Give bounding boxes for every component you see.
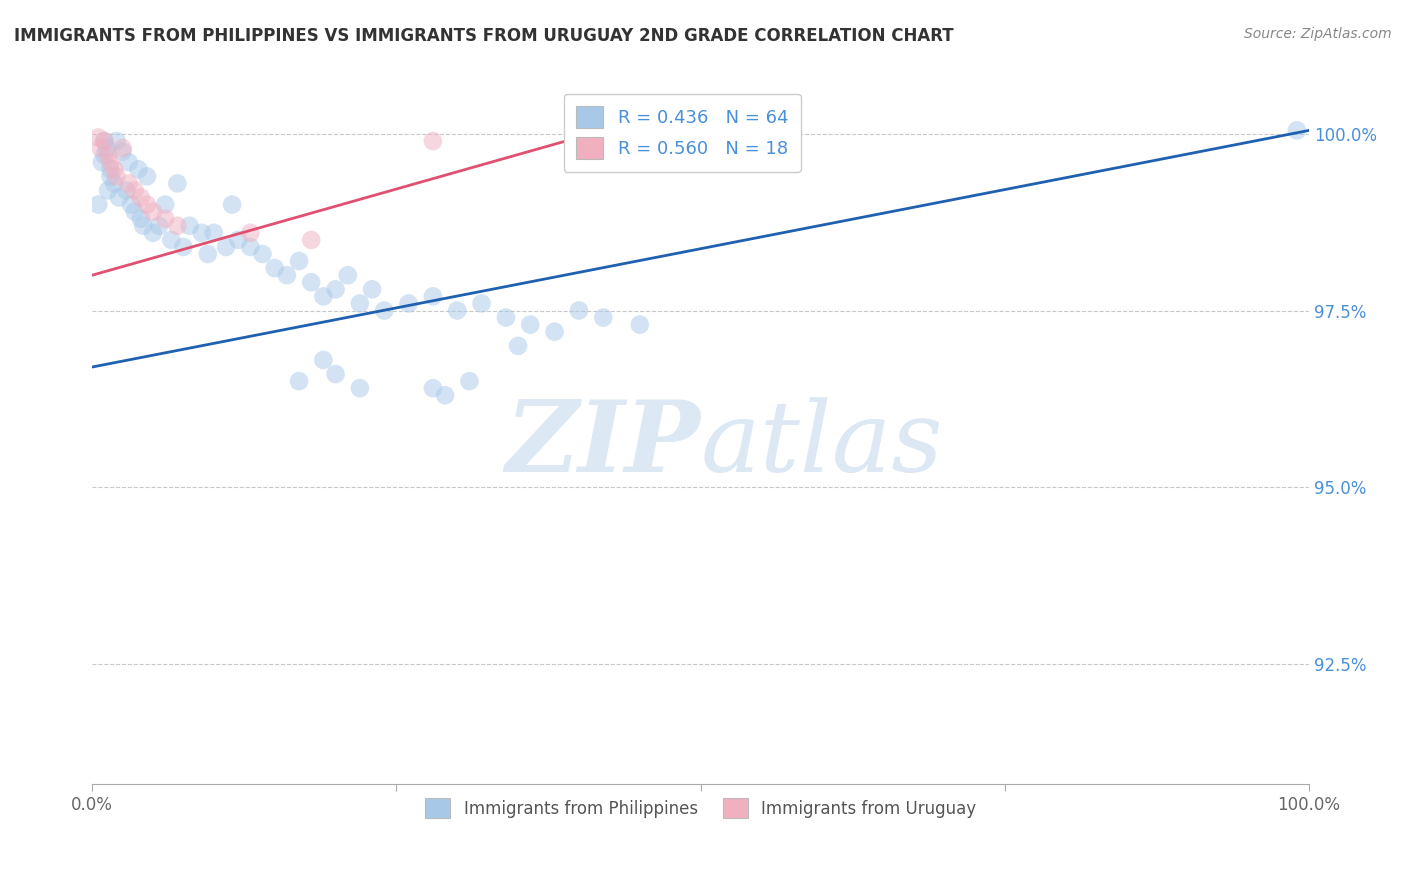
Point: [179, 219, 201, 233]
Point: [87, 130, 110, 145]
Point: [100, 162, 122, 177]
Point: [373, 303, 395, 318]
Point: [100, 169, 122, 184]
Point: [239, 240, 262, 254]
Text: Source: ZipAtlas.com: Source: ZipAtlas.com: [1244, 27, 1392, 41]
Point: [446, 303, 468, 318]
Point: [215, 240, 238, 254]
Point: [325, 282, 347, 296]
Point: [103, 162, 125, 177]
Point: [202, 226, 225, 240]
Point: [312, 289, 335, 303]
Point: [506, 339, 529, 353]
Point: [166, 177, 188, 191]
Point: [129, 211, 152, 226]
Point: [288, 254, 311, 268]
Point: [422, 381, 444, 395]
Point: [221, 197, 243, 211]
Point: [495, 310, 517, 325]
Point: [160, 233, 183, 247]
Point: [124, 184, 146, 198]
Point: [148, 219, 170, 233]
Point: [127, 162, 149, 177]
Text: ZIP: ZIP: [506, 396, 700, 493]
Point: [111, 145, 134, 159]
Point: [349, 381, 371, 395]
Point: [96, 141, 118, 155]
Point: [543, 325, 565, 339]
Point: [226, 233, 249, 247]
Point: [276, 268, 298, 283]
Point: [172, 240, 194, 254]
Point: [142, 226, 165, 240]
Point: [105, 134, 128, 148]
Point: [153, 197, 176, 211]
Point: [1285, 123, 1308, 137]
Point: [118, 155, 141, 169]
Point: [434, 388, 457, 402]
Point: [361, 282, 384, 296]
Point: [136, 197, 159, 211]
Point: [252, 247, 274, 261]
Point: [190, 226, 212, 240]
Point: [458, 374, 481, 388]
Point: [398, 296, 420, 310]
Point: [118, 177, 141, 191]
Point: [90, 141, 112, 155]
Point: [90, 155, 112, 169]
Point: [103, 177, 125, 191]
Point: [142, 204, 165, 219]
Text: atlas: atlas: [700, 397, 943, 492]
Point: [87, 197, 110, 211]
Point: [97, 148, 120, 162]
Point: [422, 134, 444, 148]
Point: [129, 190, 152, 204]
Text: IMMIGRANTS FROM PHILIPPINES VS IMMIGRANTS FROM URUGUAY 2ND GRADE CORRELATION CHA: IMMIGRANTS FROM PHILIPPINES VS IMMIGRANT…: [14, 27, 953, 45]
Point: [519, 318, 541, 332]
Point: [93, 134, 115, 148]
Point: [132, 219, 155, 233]
Point: [263, 261, 285, 276]
Point: [312, 353, 335, 368]
Point: [120, 197, 142, 211]
Point: [628, 318, 651, 332]
Point: [153, 211, 176, 226]
Legend: Immigrants from Philippines, Immigrants from Uruguay: Immigrants from Philippines, Immigrants …: [419, 791, 983, 825]
Point: [336, 268, 359, 283]
Point: [299, 275, 322, 289]
Point: [349, 296, 371, 310]
Point: [108, 190, 131, 204]
Point: [136, 169, 159, 184]
Point: [471, 296, 494, 310]
Point: [288, 374, 311, 388]
Point: [166, 219, 188, 233]
Point: [111, 141, 134, 155]
Point: [592, 310, 614, 325]
Point: [239, 226, 262, 240]
Point: [568, 303, 591, 318]
Point: [124, 204, 146, 219]
Point: [325, 367, 347, 381]
Point: [97, 184, 120, 198]
Point: [105, 169, 128, 184]
Point: [197, 247, 219, 261]
Point: [93, 148, 115, 162]
Point: [115, 184, 138, 198]
Point: [93, 134, 115, 148]
Point: [422, 289, 444, 303]
Point: [299, 233, 322, 247]
Point: [100, 155, 122, 169]
